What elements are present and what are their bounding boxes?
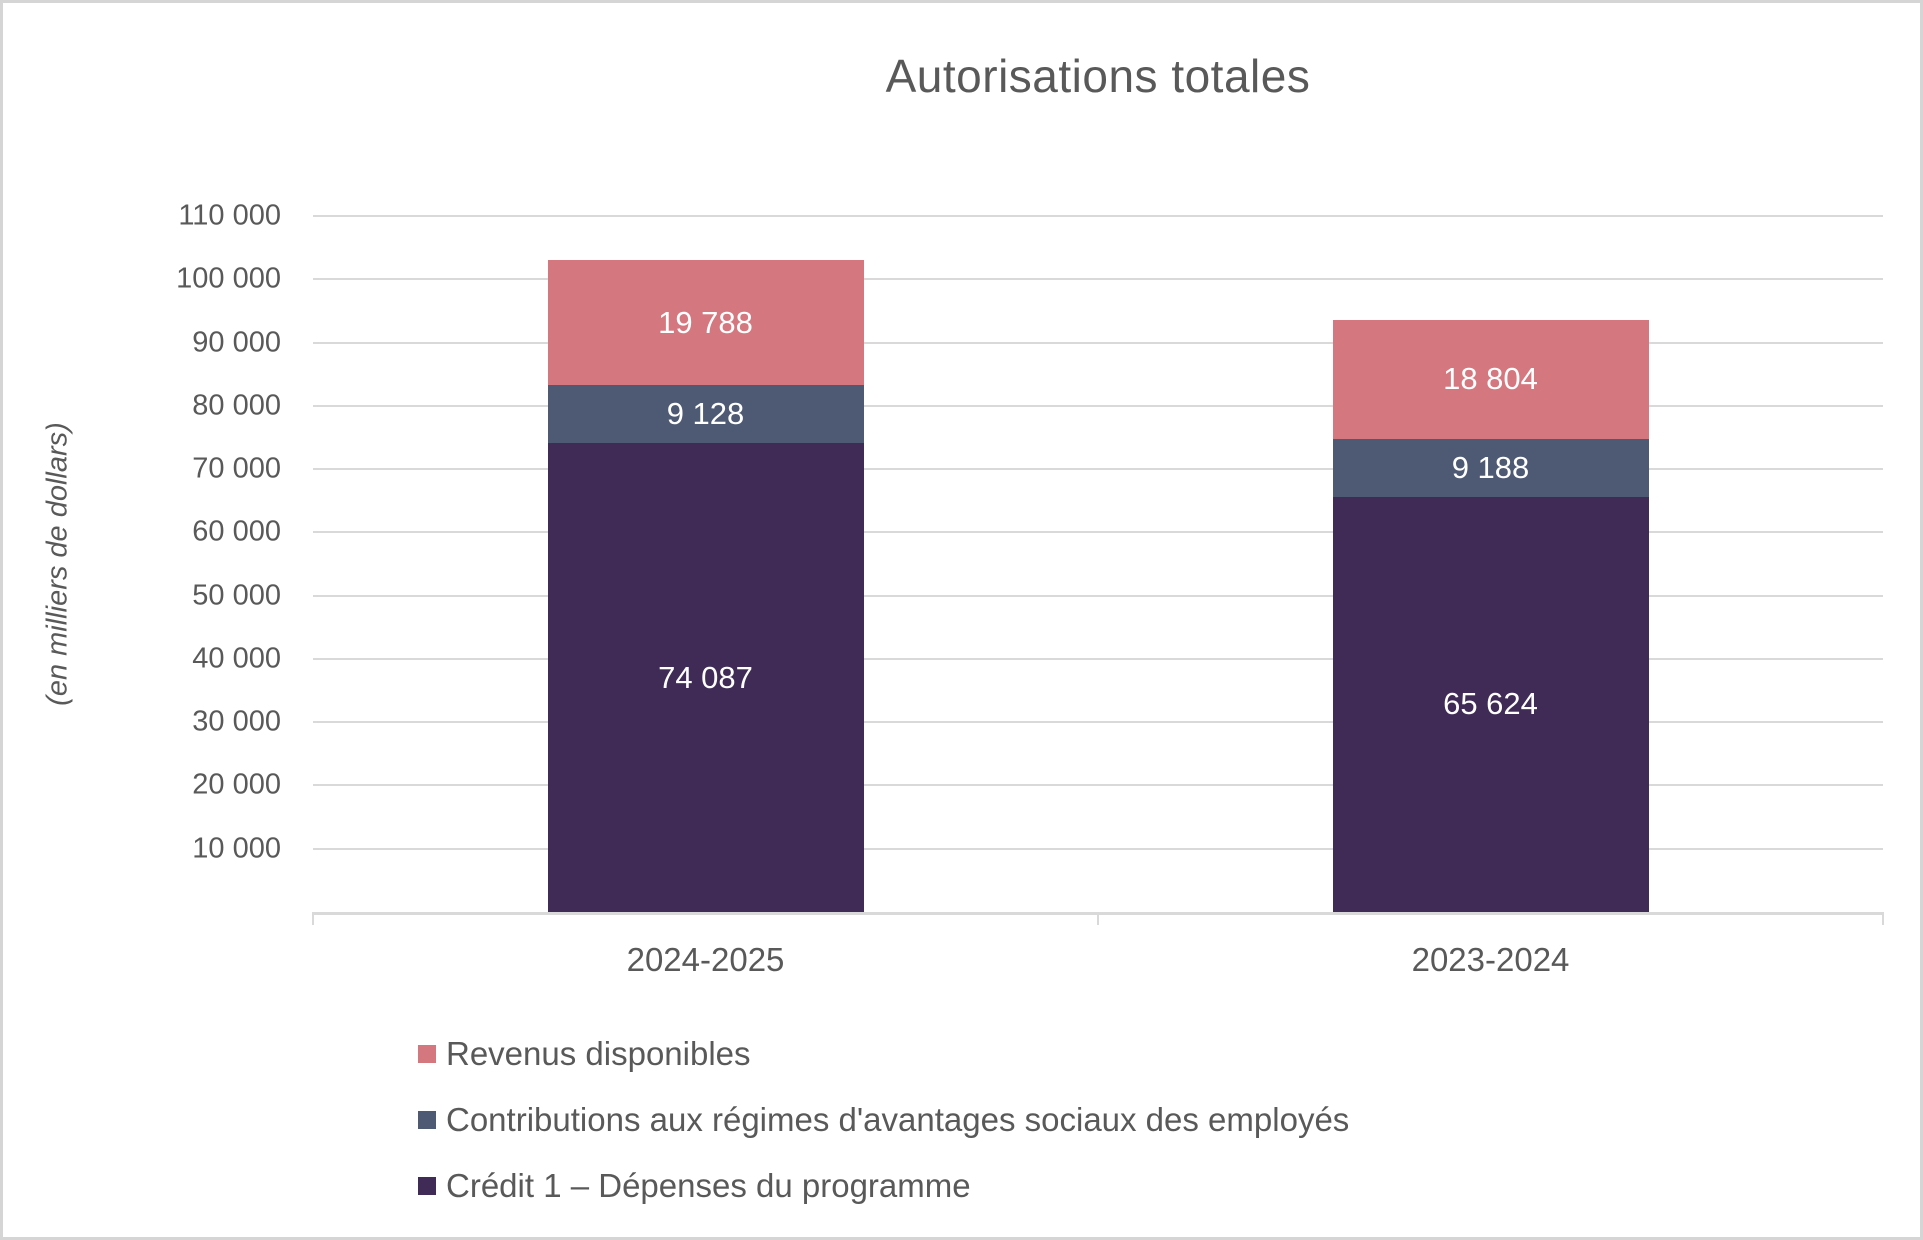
bar-2023-2024: 18 804 9 188 65 624 [1332,319,1649,912]
bar-2024-2025: 19 788 9 128 74 087 [547,260,864,912]
y-tick-label: 10 000 [192,832,281,865]
y-tick-label: 110 000 [178,199,281,232]
bar-segment: 9 188 [1332,438,1649,497]
plot-area: 19 788 9 128 74 087 18 804 9 188 65 624 [312,215,1884,925]
legend-swatch [418,1044,436,1063]
y-axis-tick-labels: 110 000 100 000 90 000 80 000 70 000 60 000 50… [3,3,281,1237]
y-tick-label: 80 000 [192,389,281,422]
data-label: 74 087 [658,659,753,695]
chart-title: Autorisations totales [885,50,1311,102]
gridline [313,847,1883,850]
data-label: 19 788 [658,304,753,340]
y-tick-label: 50 000 [192,579,281,612]
y-tick-label: 100 000 [176,262,281,295]
legend-label: Contributions aux régimes d'avantages so… [446,1100,1350,1138]
data-label: 18 804 [1443,361,1538,397]
legend-label: Revenus disponibles [446,1034,751,1072]
gridline [313,594,1883,597]
data-label: 9 188 [1451,449,1530,485]
y-tick-label: 20 000 [192,768,281,801]
gridline [313,341,1883,344]
x-category-label: 2023-2024 [1411,941,1570,978]
bar-segment: 65 624 [1332,496,1649,912]
y-tick-label: 30 000 [192,705,281,738]
legend-swatch [418,1176,436,1195]
bar-segment: 19 788 [547,260,864,386]
bar-segment: 74 087 [547,443,864,912]
gridline [313,721,1883,724]
gridline [313,531,1883,534]
x-category-label: 2024-2025 [626,941,785,978]
data-label: 65 624 [1443,686,1538,722]
x-axis-tick [1097,912,1099,925]
legend-label: Crédit 1 – Dépenses du programme [446,1166,971,1204]
gridline [313,657,1883,660]
legend-item: Revenus disponibles [418,1031,1349,1076]
gridline [313,784,1883,787]
x-axis-tick [1882,912,1884,925]
x-axis-tick [312,912,314,925]
gridline [313,278,1883,281]
gridline [313,404,1883,407]
gridline [313,468,1883,471]
legend-swatch [418,1110,436,1129]
data-label: 9 128 [666,396,745,432]
y-tick-label: 60 000 [192,515,281,548]
gridline [313,215,1883,217]
legend: Revenus disponibles Contributions aux rég… [418,1031,1349,1208]
y-tick-label: 40 000 [192,642,281,675]
bar-segment: 18 804 [1332,319,1649,439]
legend-item: Contributions aux régimes d'avantages so… [418,1097,1349,1142]
bar-segment: 9 128 [547,385,864,444]
y-tick-label: 90 000 [192,326,281,359]
y-tick-label: 70 000 [192,452,281,485]
legend-item: Crédit 1 – Dépenses du programme [418,1163,1349,1208]
